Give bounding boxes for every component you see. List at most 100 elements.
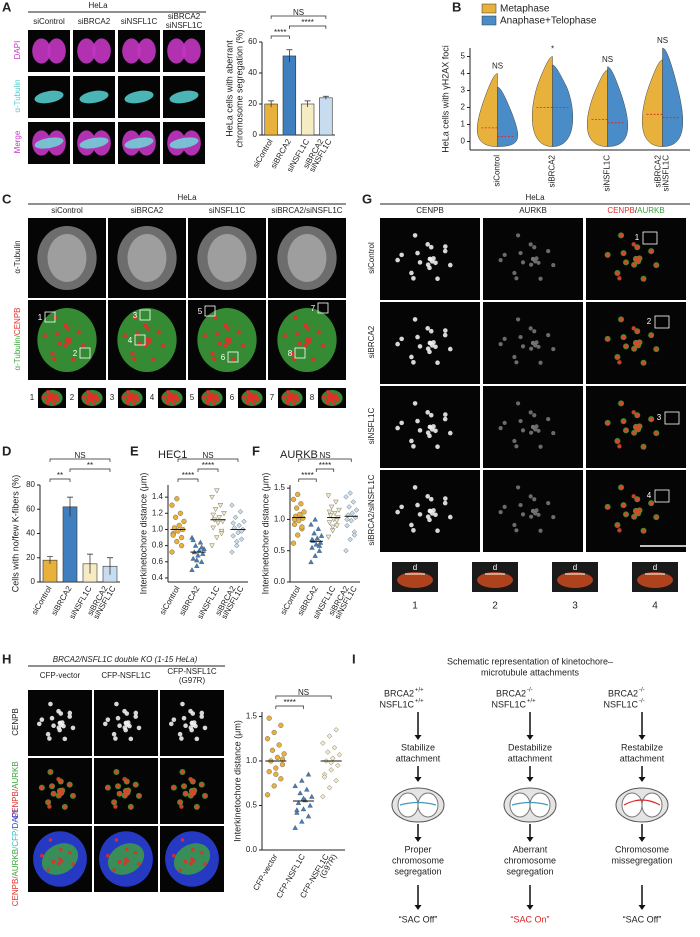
- micrograph-dot: [512, 522, 517, 528]
- dot: [237, 508, 244, 515]
- roi-label: 5: [198, 307, 203, 316]
- y-axis-label: Interkinetochore distance (μm): [260, 473, 270, 595]
- dot: [315, 525, 322, 531]
- dot: [194, 557, 200, 563]
- inset-signal: [397, 572, 433, 588]
- significance-bracket: [270, 15, 327, 19]
- genotype: BRCA2: [496, 688, 526, 698]
- dot: [295, 532, 301, 538]
- significance-bracket: [69, 468, 111, 472]
- micrograph-dot: [435, 276, 440, 282]
- dot: [336, 507, 342, 513]
- dot: [210, 525, 216, 531]
- micrograph-dot: [122, 708, 127, 714]
- micrograph-dot: [285, 400, 290, 405]
- dot: [269, 747, 276, 753]
- dot: [326, 733, 333, 739]
- dot: [278, 722, 284, 728]
- micrograph-dot: [170, 395, 176, 401]
- step: attachment: [396, 753, 441, 763]
- outcome: Proper: [404, 844, 431, 854]
- micrograph-dot: [631, 514, 637, 519]
- genotype: NSFL1C: [379, 699, 414, 709]
- error-bar: [67, 496, 73, 517]
- micrograph-dot: [36, 721, 42, 727]
- micrograph-dot: [50, 351, 55, 356]
- dot: [176, 522, 182, 529]
- dot: [309, 793, 315, 799]
- genotype: BRCA2: [384, 688, 414, 698]
- dot: [291, 516, 298, 523]
- micrograph-dot: [520, 428, 526, 433]
- micrograph-dot: [427, 424, 433, 430]
- significance-label: ****: [274, 28, 286, 37]
- violin-half: [552, 64, 574, 147]
- x-tick-label: siNSFL1C: [662, 155, 671, 192]
- micrograph-dot: [635, 245, 640, 250]
- micrograph-dot: [502, 420, 507, 425]
- micrograph-dot: [623, 512, 629, 517]
- micrograph-dot: [303, 323, 308, 328]
- micrograph-dot: [442, 500, 448, 506]
- micrograph-dot: [180, 838, 185, 842]
- diagram-title: Schematic representation of kinetochore–: [447, 656, 613, 666]
- roi-box: [134, 334, 146, 346]
- micrograph-dot: [615, 354, 620, 360]
- micrograph-dot: [134, 393, 139, 399]
- roi-label: 3: [133, 311, 138, 320]
- micrograph-dot: [188, 793, 194, 798]
- significance-label: ****: [283, 698, 295, 707]
- dot: [299, 818, 305, 824]
- micrograph-dot: [551, 430, 556, 436]
- micrograph-dot: [41, 394, 47, 400]
- dot: [333, 727, 339, 733]
- micrograph-dot: [399, 336, 404, 342]
- micrograph-dot: [122, 333, 128, 339]
- bar: [319, 97, 333, 136]
- micrograph-dot: [529, 346, 534, 351]
- micrograph-dot: [417, 428, 423, 433]
- panel-label: H: [2, 651, 11, 666]
- inset-number: 7: [270, 393, 275, 402]
- micrograph-dot: [307, 337, 312, 342]
- micrograph-dot: [412, 401, 418, 406]
- micrograph-dot: [411, 360, 416, 365]
- micrograph-dot: [335, 397, 340, 402]
- dot: [235, 530, 241, 536]
- micrograph-dot: [325, 400, 330, 405]
- micrograph-dot: [205, 400, 210, 405]
- micrograph-dot: [428, 244, 434, 250]
- micrograph-dot: [427, 349, 432, 355]
- column-label: siBRCA2: [131, 206, 164, 215]
- column-label: siControl: [51, 206, 83, 215]
- micrograph-dot: [412, 485, 418, 490]
- micrograph-dot: [538, 444, 543, 449]
- dot: [294, 809, 300, 815]
- dot: [335, 762, 341, 769]
- micrograph-dot: [617, 528, 622, 533]
- significance-label: ****: [319, 461, 331, 470]
- micrograph-dot: [431, 424, 436, 429]
- dot: [320, 793, 326, 800]
- y-tick-label: 1.2: [152, 508, 164, 517]
- micrograph-dot: [641, 444, 646, 449]
- panel-label: B: [452, 0, 461, 14]
- micrograph-dot: [538, 276, 543, 281]
- roi-box: [79, 347, 91, 359]
- micrograph-dot: [498, 425, 503, 431]
- micrograph-dot: [447, 346, 453, 352]
- roi-label: 1: [635, 233, 640, 242]
- roi-box: [664, 411, 680, 425]
- significance-label: NS: [602, 55, 613, 64]
- dot: [278, 776, 284, 782]
- roi-label: 2: [73, 349, 78, 358]
- micrograph-dot: [409, 522, 414, 528]
- dot: [329, 524, 336, 530]
- y-tick-label: 5: [461, 52, 466, 61]
- dot: [264, 792, 271, 798]
- micrograph-dot: [641, 276, 646, 281]
- micrograph-dot: [514, 276, 519, 281]
- legend-swatch: [481, 15, 497, 26]
- micrograph-dot: [199, 710, 205, 716]
- micrograph-dot: [106, 853, 110, 858]
